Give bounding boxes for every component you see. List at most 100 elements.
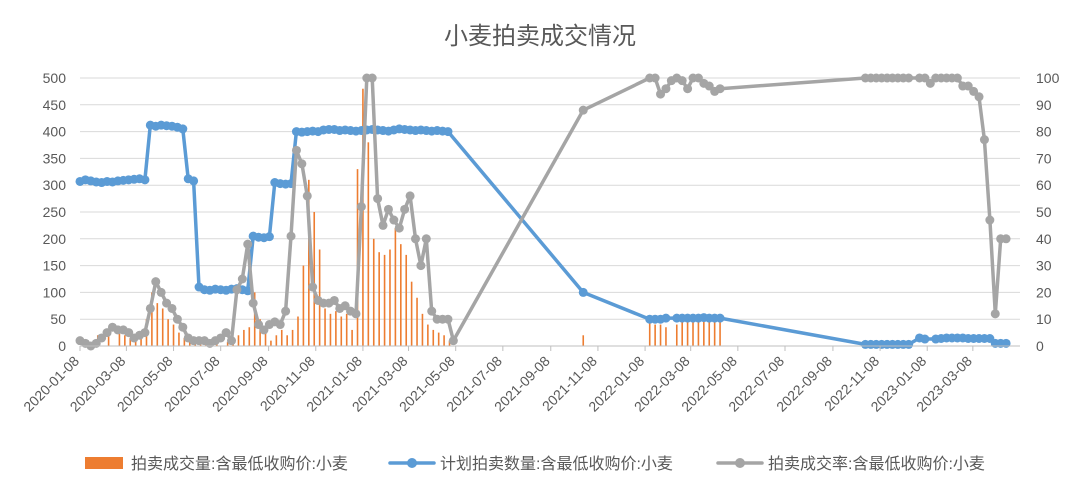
y-left-tick-label: 150 <box>43 258 67 274</box>
series-point <box>904 73 914 83</box>
series-point <box>308 282 318 292</box>
series-point <box>275 320 285 330</box>
legend-swatch <box>85 457 123 469</box>
series-point <box>443 314 453 324</box>
bar <box>226 341 229 346</box>
bar <box>389 249 391 346</box>
series-point <box>578 105 588 115</box>
x-axis: 2020-01-082020-03-082020-05-082020-07-08… <box>20 345 1020 415</box>
series-point <box>443 127 453 137</box>
series-point <box>683 84 693 94</box>
series-point <box>650 73 660 83</box>
bar <box>291 329 294 346</box>
bar <box>264 332 267 346</box>
series-point <box>378 220 388 230</box>
bar <box>275 335 278 346</box>
bar <box>351 329 353 346</box>
series-point <box>178 322 188 332</box>
series-point <box>178 124 188 134</box>
chart-title: 小麦拍卖成交情况 <box>444 23 636 50</box>
y-left-tick-label: 200 <box>43 231 67 247</box>
series-point <box>394 223 404 233</box>
series-point <box>661 84 671 94</box>
bar <box>308 179 310 346</box>
legend-label: 拍卖成交率:含最低收购价:小麦 <box>768 455 985 473</box>
series-point <box>416 261 426 271</box>
bar <box>692 321 694 346</box>
series-point <box>237 274 247 284</box>
series-point <box>329 295 339 305</box>
series-point <box>248 298 258 308</box>
bar <box>345 313 348 346</box>
series-point <box>383 204 393 214</box>
series-point <box>227 336 237 346</box>
legend: 拍卖成交量:含最低收购价:小麦 计划拍卖数量:含最低收购价:小麦 拍卖成交率:含最低… <box>85 455 985 473</box>
bar <box>416 297 418 346</box>
series-point <box>297 159 307 169</box>
y-axis-left: 0 50 100 150 200 250 300 350 400 450 500 <box>43 70 67 354</box>
series-point <box>140 175 150 185</box>
bar <box>161 308 164 346</box>
bar <box>665 327 667 346</box>
series-point <box>985 215 995 225</box>
bar <box>394 228 397 346</box>
series-point <box>904 339 914 349</box>
y-right-tick-label: 0 <box>1036 338 1044 354</box>
bar <box>405 254 408 346</box>
series-point <box>373 194 383 204</box>
y-right-tick-label: 90 <box>1036 97 1052 113</box>
series-point <box>140 328 150 338</box>
series-point <box>952 73 962 83</box>
series-point <box>145 303 155 313</box>
bar <box>437 332 440 346</box>
series-point <box>156 287 166 297</box>
series-point <box>291 145 301 155</box>
bar <box>259 319 261 346</box>
bar <box>302 265 305 346</box>
series-point <box>990 309 1000 319</box>
bar <box>372 238 375 346</box>
y-right-tick-label: 30 <box>1036 258 1052 274</box>
y-left-tick-label: 300 <box>43 177 67 193</box>
series-point <box>243 286 253 296</box>
y-left-tick-label: 100 <box>43 284 67 300</box>
y-left-tick-label: 400 <box>43 124 67 140</box>
series-point <box>427 306 437 316</box>
bar <box>188 340 191 346</box>
series-point <box>367 73 377 83</box>
bar <box>654 324 656 346</box>
bar <box>697 321 700 346</box>
series-point <box>281 306 291 316</box>
bar <box>681 321 683 346</box>
bar <box>156 303 159 346</box>
y-left-tick-label: 50 <box>50 311 66 327</box>
series-point <box>189 176 199 186</box>
bar <box>582 335 585 346</box>
bar <box>378 252 380 346</box>
series-point <box>715 84 725 94</box>
y-right-tick-label: 10 <box>1036 311 1052 327</box>
series-point <box>920 334 930 344</box>
y-left-tick-label: 450 <box>43 97 67 113</box>
bar <box>703 321 705 346</box>
series-point <box>221 328 231 338</box>
bar <box>183 337 186 346</box>
bar <box>270 340 272 346</box>
bar <box>659 324 662 346</box>
bar <box>340 316 343 346</box>
y-right-tick-label: 40 <box>1036 231 1052 247</box>
legend-marker <box>407 458 417 468</box>
bar <box>329 313 332 346</box>
bar <box>421 313 424 346</box>
series-point <box>661 313 671 323</box>
bar <box>107 329 110 346</box>
bar <box>410 281 413 346</box>
bar <box>297 316 299 346</box>
bar <box>362 88 364 346</box>
y-left-tick-label: 350 <box>43 150 67 166</box>
y-left-tick-label: 250 <box>43 204 67 220</box>
series-point <box>400 204 410 214</box>
bar <box>367 142 370 346</box>
series-point <box>421 234 431 244</box>
